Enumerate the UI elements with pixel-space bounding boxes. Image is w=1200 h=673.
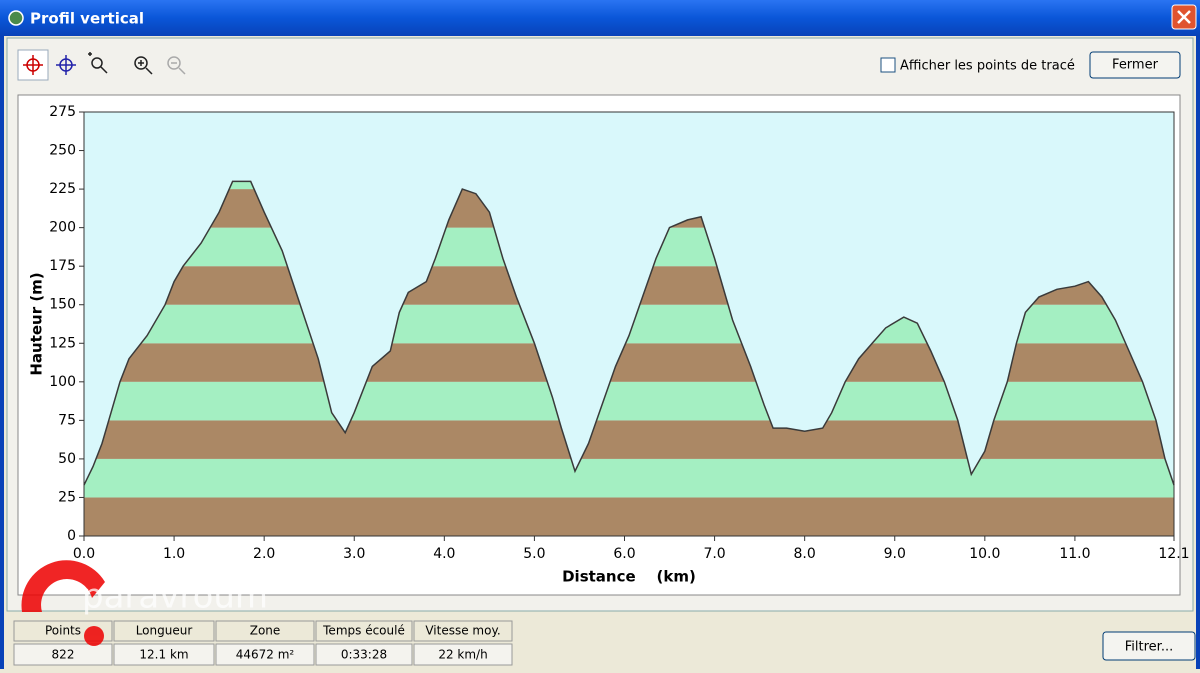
checkbox[interactable] bbox=[880, 57, 896, 73]
band bbox=[84, 458, 1174, 498]
x-tick-label: 6.0 bbox=[613, 546, 635, 562]
status-header-cell bbox=[215, 620, 315, 642]
plot-frame bbox=[83, 111, 1175, 537]
x-tick-label: 8.0 bbox=[794, 546, 816, 562]
x-tick-label: 12.1 bbox=[1158, 546, 1189, 562]
y-tick-label: 50 bbox=[58, 451, 76, 467]
close-button-label: Fermer bbox=[1112, 58, 1159, 73]
close-button[interactable] bbox=[1089, 51, 1181, 79]
status-header: Vitesse moy. bbox=[425, 624, 500, 638]
status-header-cell bbox=[113, 620, 215, 642]
status-table: Points 822 Longueur 12.1 km Zone 44672 m² Temp… bbox=[13, 620, 513, 666]
y-axis-label: Hauteur (m) bbox=[28, 272, 46, 375]
band bbox=[84, 420, 1174, 459]
status-header: Points bbox=[45, 624, 81, 638]
status-value-cell bbox=[215, 643, 315, 666]
app-icon bbox=[8, 10, 24, 26]
y-tick-label: 0 bbox=[67, 528, 76, 544]
y-tick-label: 25 bbox=[58, 489, 76, 505]
watermark-logo bbox=[21, 560, 105, 646]
status-value-cell bbox=[113, 643, 215, 666]
filter-button-label: Filtrer... bbox=[1125, 640, 1173, 655]
y-tick-label: 250 bbox=[49, 143, 76, 159]
x-axis-label: Distance (km) bbox=[562, 568, 696, 586]
x-tick-label: 9.0 bbox=[884, 546, 906, 562]
close-x bbox=[1177, 10, 1191, 24]
status-header: Temps écoulé bbox=[322, 624, 405, 638]
x-tick-label: 1.0 bbox=[163, 546, 185, 562]
x-tick-label: 10.0 bbox=[969, 546, 1000, 562]
status-value: 0:33:28 bbox=[341, 648, 387, 662]
status-header-cell bbox=[413, 620, 513, 642]
title-bar bbox=[0, 0, 1200, 36]
status-value-cell bbox=[413, 643, 513, 666]
checkbox-label: Afficher les points de tracé bbox=[900, 59, 1075, 74]
tool-crosshair-red bbox=[23, 55, 43, 75]
status-value-cell bbox=[315, 643, 413, 666]
x-tick-label: 3.0 bbox=[343, 546, 365, 562]
window-title: Profil vertical bbox=[30, 10, 144, 28]
band bbox=[84, 381, 1174, 421]
y-tick-label: 75 bbox=[58, 412, 76, 428]
status-value: 44672 m² bbox=[236, 648, 295, 662]
status-header-cell bbox=[315, 620, 413, 642]
x-tick-label: 4.0 bbox=[433, 546, 455, 562]
x-tick-label: 5.0 bbox=[523, 546, 545, 562]
x-tick-label: 2.0 bbox=[253, 546, 275, 562]
chart: 0 25 50 75 100 125 150 175 200 225 250 275 0.0 1.0 2.0… bbox=[28, 104, 1190, 586]
filter-button[interactable] bbox=[1102, 631, 1196, 661]
x-tick-label: 11.0 bbox=[1059, 546, 1090, 562]
status-value: 22 km/h bbox=[438, 648, 487, 662]
frame-left bbox=[0, 36, 4, 669]
status-value-cell bbox=[13, 643, 113, 666]
status-header: Zone bbox=[250, 624, 281, 638]
band bbox=[84, 497, 1174, 536]
tool-zoom-in[interactable] bbox=[134, 56, 153, 75]
y-tick-label: 125 bbox=[49, 335, 76, 351]
y-tick-label: 100 bbox=[49, 374, 76, 390]
frame-right bbox=[1196, 36, 1200, 669]
watermark: paravroum bbox=[82, 577, 268, 617]
status-header: Longueur bbox=[136, 624, 193, 638]
tool-crosshair-blue[interactable] bbox=[56, 55, 76, 75]
elevation-line bbox=[83, 180, 1175, 486]
status-value: 822 bbox=[52, 648, 75, 662]
y-tick-label: 175 bbox=[49, 258, 76, 274]
y-tick-label: 225 bbox=[49, 181, 76, 197]
x-tick-label: 7.0 bbox=[703, 546, 725, 562]
tool-zoom-out[interactable] bbox=[167, 56, 186, 75]
status-value: 12.1 km bbox=[139, 648, 188, 662]
tool-zoom-area[interactable] bbox=[88, 52, 108, 74]
y-tick-label: 200 bbox=[49, 220, 76, 236]
y-tick-label: 275 bbox=[49, 104, 76, 120]
x-tick-label: 0.0 bbox=[73, 546, 95, 562]
y-tick-label: 150 bbox=[49, 297, 76, 313]
